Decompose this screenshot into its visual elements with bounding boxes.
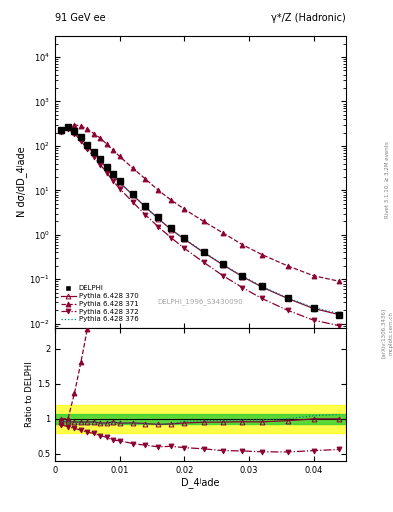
Text: DELPHI_1996_S3430090: DELPHI_1996_S3430090 — [158, 298, 243, 305]
Y-axis label: N dσ/dD_4ʲade: N dσ/dD_4ʲade — [16, 146, 27, 217]
Text: mcplots.cern.ch: mcplots.cern.ch — [389, 311, 393, 355]
Legend: DELPHI, Pythia 6.428 370, Pythia 6.428 371, Pythia 6.428 372, Pythia 6.428 376: DELPHI, Pythia 6.428 370, Pythia 6.428 3… — [59, 284, 140, 325]
Text: Rivet 3.1.10, ≥ 3.2M events: Rivet 3.1.10, ≥ 3.2M events — [385, 141, 389, 218]
X-axis label: D_4ʲade: D_4ʲade — [181, 477, 220, 488]
Text: γ*/Z (Hadronic): γ*/Z (Hadronic) — [271, 13, 346, 23]
Text: 91 GeV ee: 91 GeV ee — [55, 13, 106, 23]
Text: [arXiv:1306.3436]: [arXiv:1306.3436] — [381, 308, 386, 358]
Y-axis label: Ratio to DELPHI: Ratio to DELPHI — [25, 361, 34, 427]
